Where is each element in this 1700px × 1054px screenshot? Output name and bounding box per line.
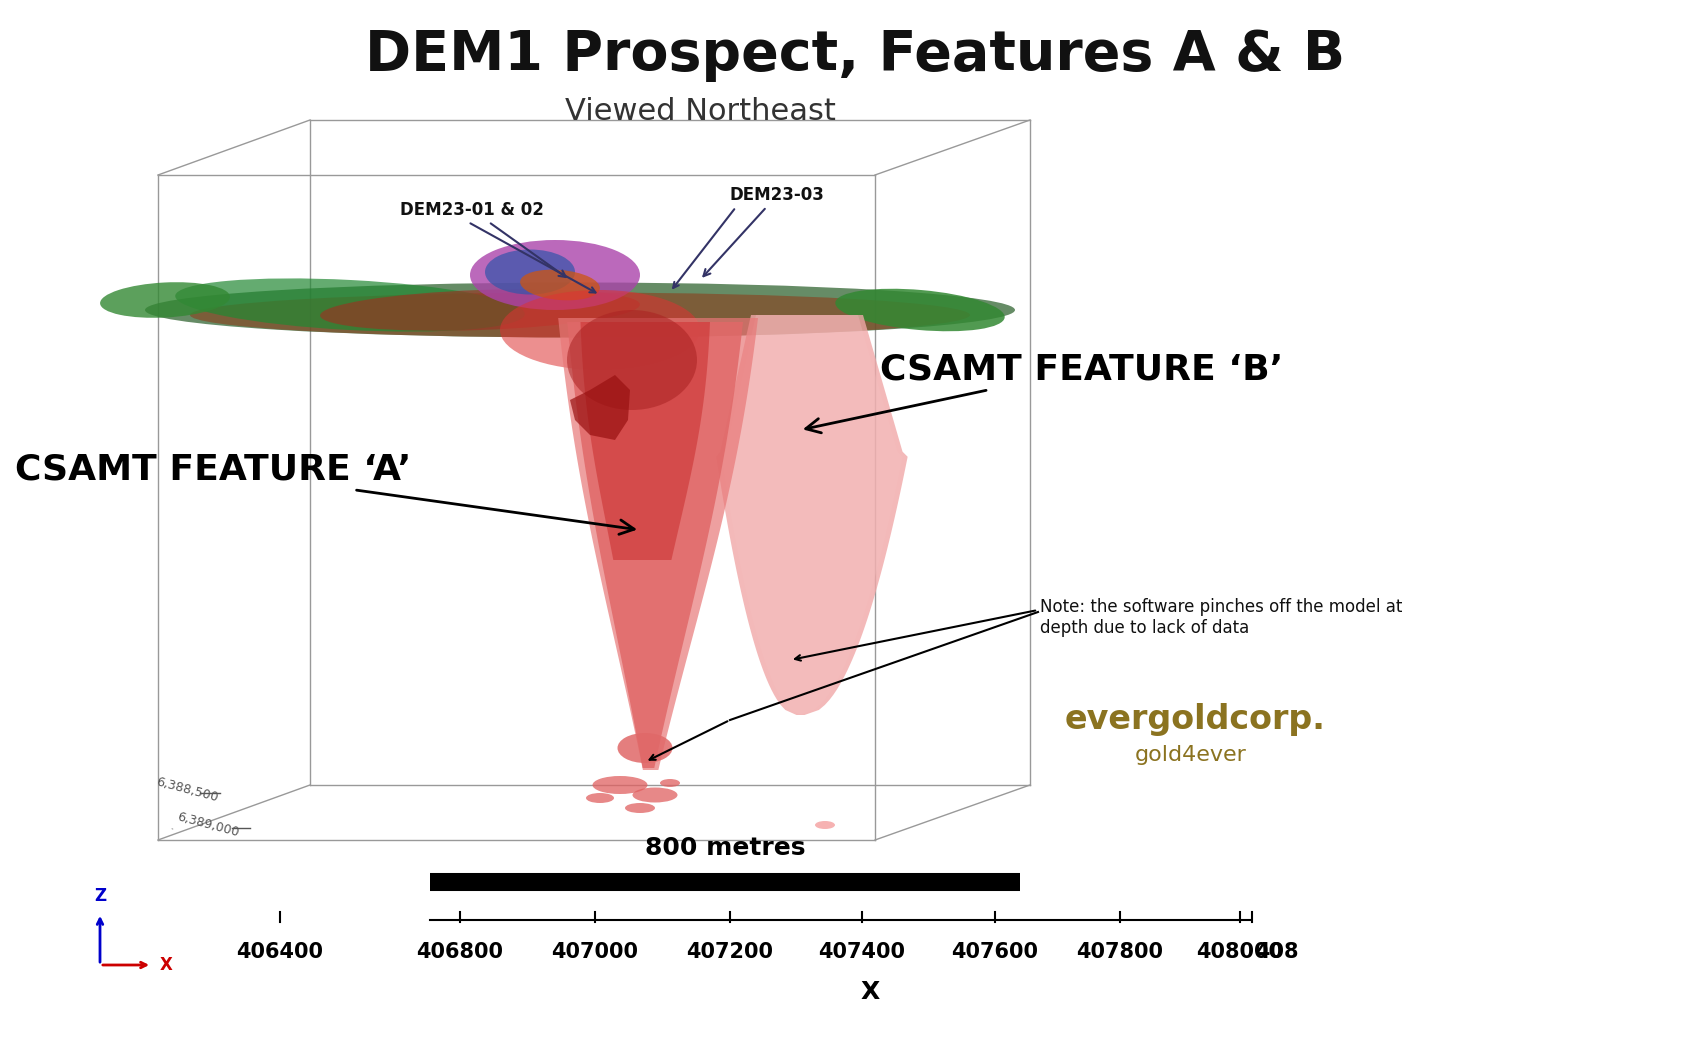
Ellipse shape: [520, 270, 600, 300]
Text: X: X: [160, 956, 173, 974]
Text: 407800: 407800: [1076, 942, 1163, 962]
Ellipse shape: [586, 793, 614, 803]
Ellipse shape: [626, 803, 654, 813]
Text: 406800: 406800: [416, 942, 503, 962]
Ellipse shape: [593, 776, 648, 794]
Ellipse shape: [190, 293, 971, 337]
Text: 800 metres: 800 metres: [644, 836, 806, 860]
Polygon shape: [568, 323, 743, 768]
Polygon shape: [721, 315, 903, 715]
Text: DEM1 Prospect, Features A & B: DEM1 Prospect, Features A & B: [366, 28, 1345, 82]
Polygon shape: [558, 318, 758, 770]
Polygon shape: [570, 375, 631, 440]
Text: 407200: 407200: [687, 942, 774, 962]
Text: X: X: [860, 980, 879, 1004]
Text: 6,388,500: 6,388,500: [155, 776, 219, 804]
Ellipse shape: [814, 821, 835, 829]
Ellipse shape: [835, 289, 1005, 331]
Text: 407400: 407400: [818, 942, 906, 962]
Text: ·: ·: [168, 823, 175, 837]
Text: 408: 408: [1255, 942, 1299, 962]
Text: evergoldcorp.: evergoldcorp.: [1064, 703, 1326, 737]
Ellipse shape: [100, 282, 230, 318]
Text: Note: the software pinches off the model at
depth due to lack of data: Note: the software pinches off the model…: [1040, 598, 1402, 637]
Ellipse shape: [660, 779, 680, 787]
Text: CSAMT FEATURE ‘B’: CSAMT FEATURE ‘B’: [806, 353, 1284, 433]
Text: CSAMT FEATURE ‘A’: CSAMT FEATURE ‘A’: [15, 453, 634, 534]
Text: DEM23-01 & 02: DEM23-01 & 02: [400, 201, 566, 277]
Text: 407000: 407000: [551, 942, 639, 962]
Text: 407600: 407600: [952, 942, 1039, 962]
Text: Viewed Northeast: Viewed Northeast: [564, 98, 835, 126]
Ellipse shape: [500, 290, 700, 370]
Ellipse shape: [469, 240, 639, 310]
Text: 408000: 408000: [1197, 942, 1284, 962]
Text: gold4ever: gold4ever: [1136, 745, 1246, 765]
Text: Z: Z: [94, 887, 105, 905]
Polygon shape: [580, 323, 711, 560]
Ellipse shape: [484, 250, 575, 294]
Ellipse shape: [617, 733, 673, 763]
Ellipse shape: [320, 289, 639, 331]
Text: 6,389,000: 6,389,000: [175, 811, 240, 840]
Text: 406400: 406400: [236, 942, 323, 962]
Ellipse shape: [175, 278, 525, 332]
Ellipse shape: [632, 787, 678, 802]
Polygon shape: [716, 315, 908, 715]
Text: DEM23-03: DEM23-03: [704, 186, 824, 276]
Ellipse shape: [568, 310, 697, 410]
Ellipse shape: [144, 282, 1015, 337]
